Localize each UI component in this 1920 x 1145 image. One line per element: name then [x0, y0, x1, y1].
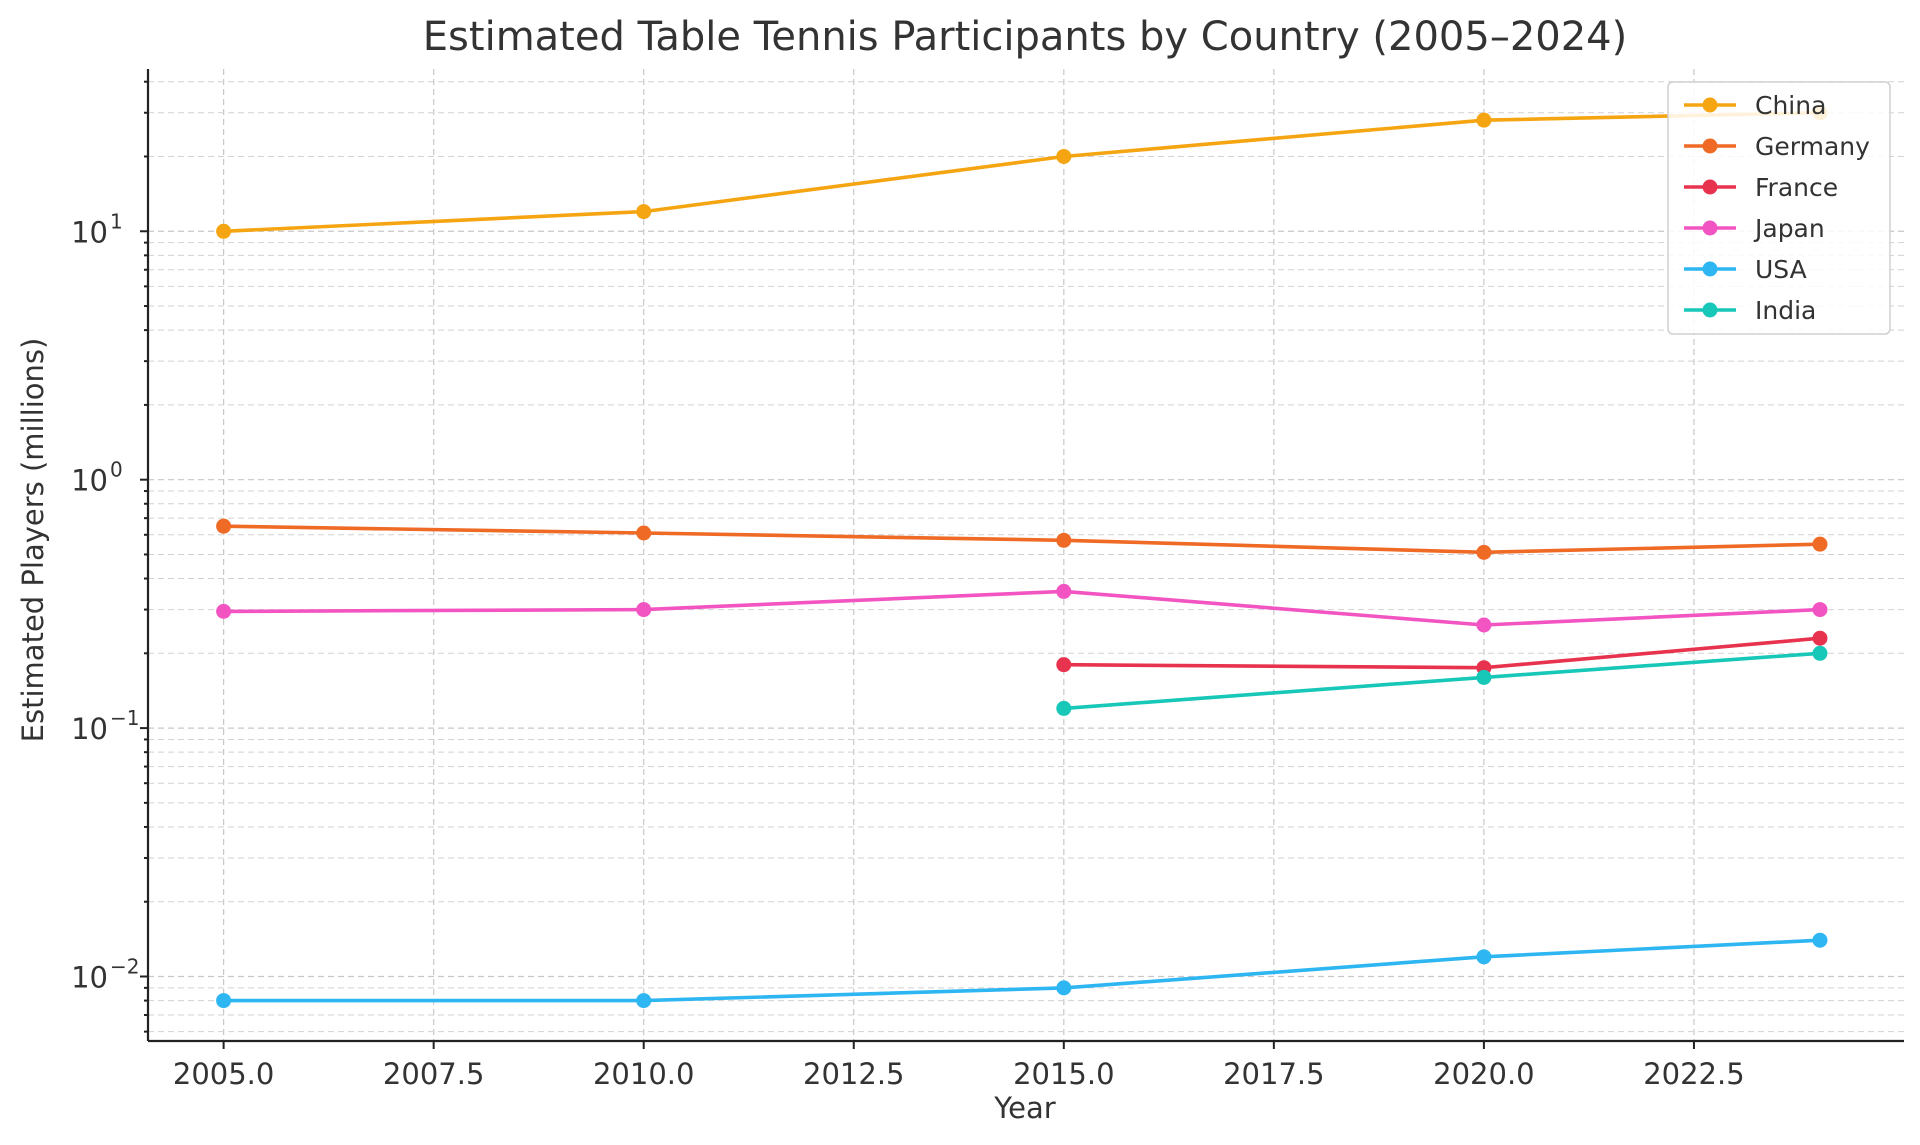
data-point [1056, 657, 1072, 673]
data-point [1056, 532, 1072, 548]
data-point [636, 602, 652, 618]
series-china [216, 105, 1828, 239]
x-tick-label: 2015.0 [1013, 1057, 1114, 1091]
y-tick-exponent: −1 [110, 706, 139, 730]
legend-label: China [1755, 91, 1826, 120]
legend-swatch-marker [1702, 179, 1718, 195]
y-tick-label: 10 1 [71, 209, 123, 249]
data-point [1056, 700, 1072, 716]
series-germany [216, 518, 1828, 560]
axes: 2005.0 2007.5 2010.0 2012.5 2015.0 2017.5 2020… [71, 69, 1904, 1091]
x-tick-label: 2012.5 [803, 1057, 904, 1091]
y-tick-base: 10 [71, 961, 108, 995]
legend-item-india: India [1684, 296, 1816, 325]
legend-label: France [1755, 173, 1838, 202]
y-tick-exponent: −2 [110, 955, 139, 979]
series-india [1056, 645, 1828, 716]
legend-label: India [1755, 296, 1816, 325]
legend-label: USA [1755, 255, 1807, 284]
x-tick-label: 2020.0 [1433, 1057, 1534, 1091]
series-japan [216, 583, 1828, 633]
data-point [1056, 980, 1072, 996]
legend-swatch-marker [1702, 220, 1718, 236]
y-tick-label: 10 −2 [71, 955, 139, 995]
data-point [216, 223, 232, 239]
legend-swatch-marker [1702, 302, 1718, 318]
data-point [1812, 536, 1828, 552]
data-point [1476, 617, 1492, 633]
x-tick-label: 2007.5 [383, 1057, 484, 1091]
y-tick-exponent: 1 [110, 209, 123, 233]
series-line [1062, 651, 1822, 711]
y-tick-base: 10 [71, 215, 108, 249]
legend-item-usa: USA [1684, 255, 1807, 284]
x-tick-label: 2022.5 [1643, 1057, 1744, 1091]
data-point [636, 204, 652, 220]
series-line [221, 524, 1822, 555]
data-point [216, 993, 232, 1009]
legend-swatch-marker [1702, 138, 1718, 154]
legend-item-japan: Japan [1684, 214, 1825, 243]
y-tick-exponent: 0 [110, 458, 123, 482]
series-group [216, 105, 1828, 1009]
series-line [221, 938, 1822, 1003]
legend-item-china: China [1684, 91, 1826, 120]
data-point [1476, 669, 1492, 685]
data-point [216, 518, 232, 534]
data-point [1056, 148, 1072, 164]
y-tick-base: 10 [71, 712, 108, 746]
chart-title: Estimated Table Tennis Participants by C… [423, 14, 1627, 60]
legend-swatch-marker [1702, 97, 1718, 113]
series-line [221, 110, 1822, 234]
legend-swatch-marker [1702, 261, 1718, 277]
series-usa [216, 932, 1828, 1009]
legend-label: Germany [1755, 132, 1870, 161]
data-point [1476, 544, 1492, 560]
y-tick-label: 10 0 [71, 458, 123, 498]
data-point [1812, 932, 1828, 948]
legend-item-france: France [1684, 173, 1838, 202]
legend-label: Japan [1753, 214, 1825, 243]
y-axis-label: Estimated Players (millions) [16, 338, 50, 743]
data-point [1056, 583, 1072, 599]
x-tick-label: 2010.0 [593, 1057, 694, 1091]
legend: China Germany France Japan USA India [1667, 81, 1891, 335]
data-point [636, 525, 652, 541]
x-tick-label: 2005.0 [173, 1057, 274, 1091]
legend-item-germany: Germany [1684, 132, 1870, 161]
data-point [1812, 630, 1828, 646]
grid [148, 69, 1904, 1041]
data-point [216, 603, 232, 619]
x-axis-label: Year [993, 1091, 1055, 1125]
x-tick-label: 2017.5 [1223, 1057, 1324, 1091]
data-point [636, 993, 652, 1009]
series-line [221, 589, 1822, 627]
data-point [1476, 949, 1492, 965]
data-point [1476, 112, 1492, 128]
y-tick-base: 10 [71, 464, 108, 498]
data-point [1812, 645, 1828, 661]
y-tick-label: 10 −1 [71, 706, 139, 746]
data-point [1812, 602, 1828, 618]
